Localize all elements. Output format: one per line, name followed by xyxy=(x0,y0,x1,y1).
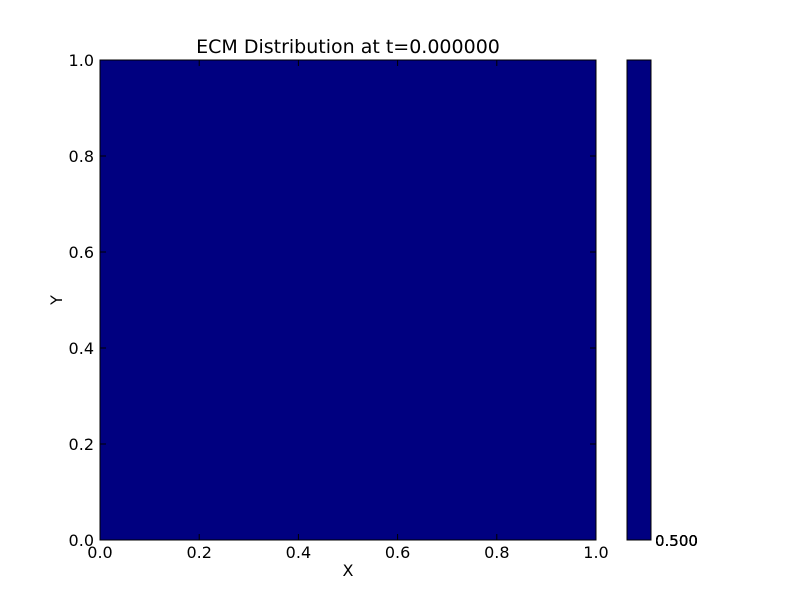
colorbar-tick-label: 0.500 xyxy=(655,532,698,550)
colorbar-tick-label: 0.500 xyxy=(655,532,698,550)
x-axis-label: X xyxy=(343,561,354,580)
y-axis-ticks: 0.0 0.2 0.4 0.6 0.8 1.0 xyxy=(69,51,596,550)
y-tick-label: 1.0 xyxy=(69,51,94,70)
x-tick-label: 0.8 xyxy=(484,543,509,562)
x-tick-label: 0.2 xyxy=(186,543,211,562)
x-tick-label: 1.0 xyxy=(583,543,608,562)
y-tick-label: 0.2 xyxy=(69,435,94,454)
colorbar-tick-label: 0.500 xyxy=(655,532,698,550)
y-tick-label: 0.0 xyxy=(69,531,94,550)
y-axis-label: Y xyxy=(47,295,66,306)
chart-title: ECM Distribution at t=0.000000 xyxy=(196,36,500,58)
y-tick-label: 0.4 xyxy=(69,339,94,358)
colorbar xyxy=(626,59,652,541)
y-tick-label: 0.6 xyxy=(69,243,94,262)
y-tick-label: 0.8 xyxy=(69,147,94,166)
colorbar-tick-label: 0.500 xyxy=(655,532,698,550)
heatmap-plot-area xyxy=(99,59,597,541)
x-axis-ticks: 0.0 0.2 0.4 0.6 0.8 1.0 xyxy=(87,60,609,562)
x-tick-label: 0.6 xyxy=(385,543,410,562)
x-tick-label: 0.4 xyxy=(286,543,311,562)
colorbar-tick-label: 0.500 xyxy=(655,532,698,550)
x-tick-label: 0.0 xyxy=(87,543,112,562)
